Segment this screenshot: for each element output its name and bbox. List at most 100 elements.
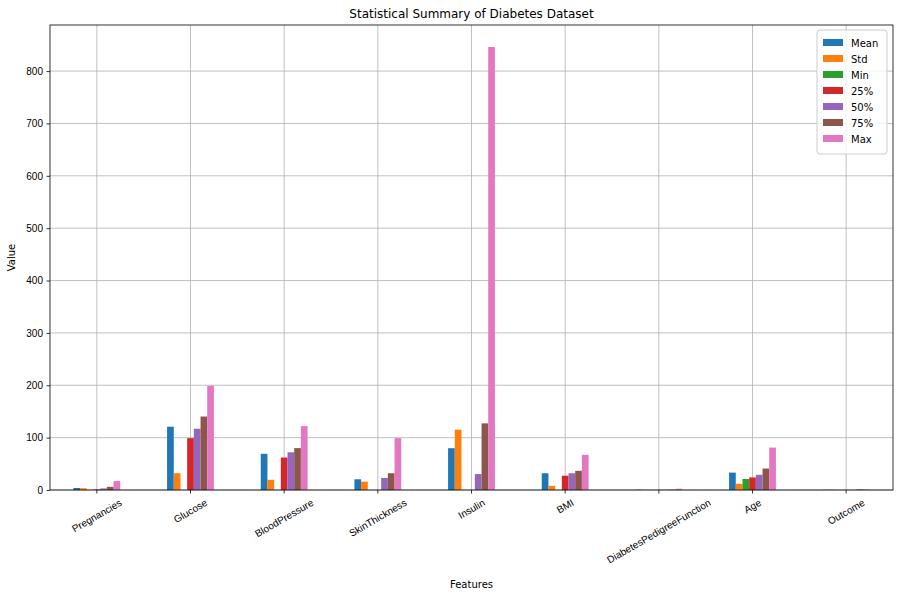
tick-label: 500 (26, 223, 43, 234)
grid-line (96, 25, 97, 490)
tick: BloodPressure (253, 490, 316, 539)
bar (167, 427, 174, 490)
bar (749, 477, 756, 490)
grid-line (190, 25, 191, 490)
bar (475, 474, 482, 490)
legend-swatch (823, 55, 843, 62)
legend-label: Min (851, 70, 869, 81)
tick: 600 (26, 171, 50, 182)
legend-swatch (823, 87, 843, 94)
grid-line (658, 25, 659, 490)
legend-label: 25% (851, 86, 873, 97)
tick: BMI (555, 490, 576, 515)
tick-mark (565, 490, 566, 494)
bar (174, 473, 181, 490)
legend-swatch (823, 39, 843, 46)
tick-mark (190, 490, 191, 494)
legend-label: 50% (851, 102, 873, 113)
bar (542, 473, 549, 490)
tick-mark (47, 333, 51, 334)
tick-label: BloodPressure (253, 497, 316, 540)
tick: Insulin (456, 490, 487, 521)
grid-line (377, 25, 378, 490)
tick: SkinThickness (347, 490, 408, 539)
tick-label: 300 (26, 328, 43, 339)
tick: 0 (37, 485, 50, 496)
tick-label: 600 (26, 171, 43, 182)
bar (756, 475, 763, 490)
legend: MeanStdMin25%50%75%Max (817, 30, 887, 154)
legend-swatch (823, 119, 843, 126)
bar (194, 429, 201, 490)
legend-label: Std (851, 54, 868, 65)
tick: 200 (26, 380, 50, 391)
tick-label: Insulin (456, 497, 487, 521)
frame (50, 25, 893, 490)
tick-label: SkinThickness (347, 497, 408, 539)
tick: 800 (26, 66, 50, 77)
bar (582, 455, 589, 490)
tick-mark (846, 490, 847, 494)
tick-label: 400 (26, 275, 43, 286)
grid-line (565, 25, 566, 490)
bar (207, 386, 214, 490)
tick: DiabetesPedigreeFunction (605, 490, 713, 565)
x-label: Features (450, 579, 493, 590)
tick-label: 100 (26, 432, 43, 443)
tick: 100 (26, 432, 50, 443)
tick-label: 800 (26, 66, 43, 77)
tick: Pregnancies (70, 490, 124, 534)
tick-label: 0 (37, 485, 43, 496)
tick-mark (47, 228, 51, 229)
y-axis: 0 100 200 300 400 500 600 700 800 (26, 26, 50, 496)
bar (288, 452, 295, 490)
bar (575, 471, 582, 490)
bar (455, 430, 462, 490)
chart: 0 100 200 300 400 500 600 700 800 PregnanciesGluc… (0, 0, 900, 598)
bar (562, 476, 569, 490)
bar (294, 448, 301, 490)
tick-mark (284, 490, 285, 494)
bar (548, 486, 555, 490)
bar (769, 448, 776, 490)
tick-label: Outcome (826, 497, 867, 527)
tick-label: 700 (26, 118, 43, 129)
bar (281, 458, 288, 490)
plot-area: 0 100 200 300 400 500 600 700 800 PregnanciesGluc… (26, 25, 893, 565)
legend-label: 75% (851, 118, 873, 129)
bar (354, 479, 361, 490)
bar (482, 423, 489, 490)
tick: Age (742, 490, 763, 515)
bar (729, 473, 736, 490)
bar (261, 454, 268, 490)
tick-mark (658, 490, 659, 494)
tick-label: Pregnancies (70, 497, 124, 534)
tick-mark (47, 281, 51, 282)
bar (187, 438, 194, 490)
bar (201, 417, 208, 490)
bar (569, 473, 576, 490)
tick-mark (96, 490, 97, 494)
tick: 500 (26, 223, 50, 234)
bar (301, 426, 308, 490)
y-label: Value (6, 244, 17, 271)
tick: Outcome (826, 490, 867, 527)
bar (448, 448, 455, 490)
tick-label: BMI (555, 497, 576, 515)
legend-swatch (823, 71, 843, 78)
bar (381, 478, 388, 490)
bar (395, 438, 402, 490)
tick-mark (47, 71, 51, 72)
legend-label: Mean (851, 38, 878, 49)
x-axis: PregnanciesGlucoseBloodPressureSkinThick… (51, 490, 894, 565)
tick-label: 200 (26, 380, 43, 391)
tick-mark (47, 490, 51, 491)
grid-line (471, 25, 472, 490)
bar (114, 481, 121, 490)
title: Statistical Summary of Diabetes Dataset (349, 7, 594, 21)
bar (742, 479, 749, 490)
bar (388, 473, 395, 490)
bar (361, 482, 368, 490)
legend-swatch (823, 135, 843, 142)
tick-mark (47, 438, 51, 439)
